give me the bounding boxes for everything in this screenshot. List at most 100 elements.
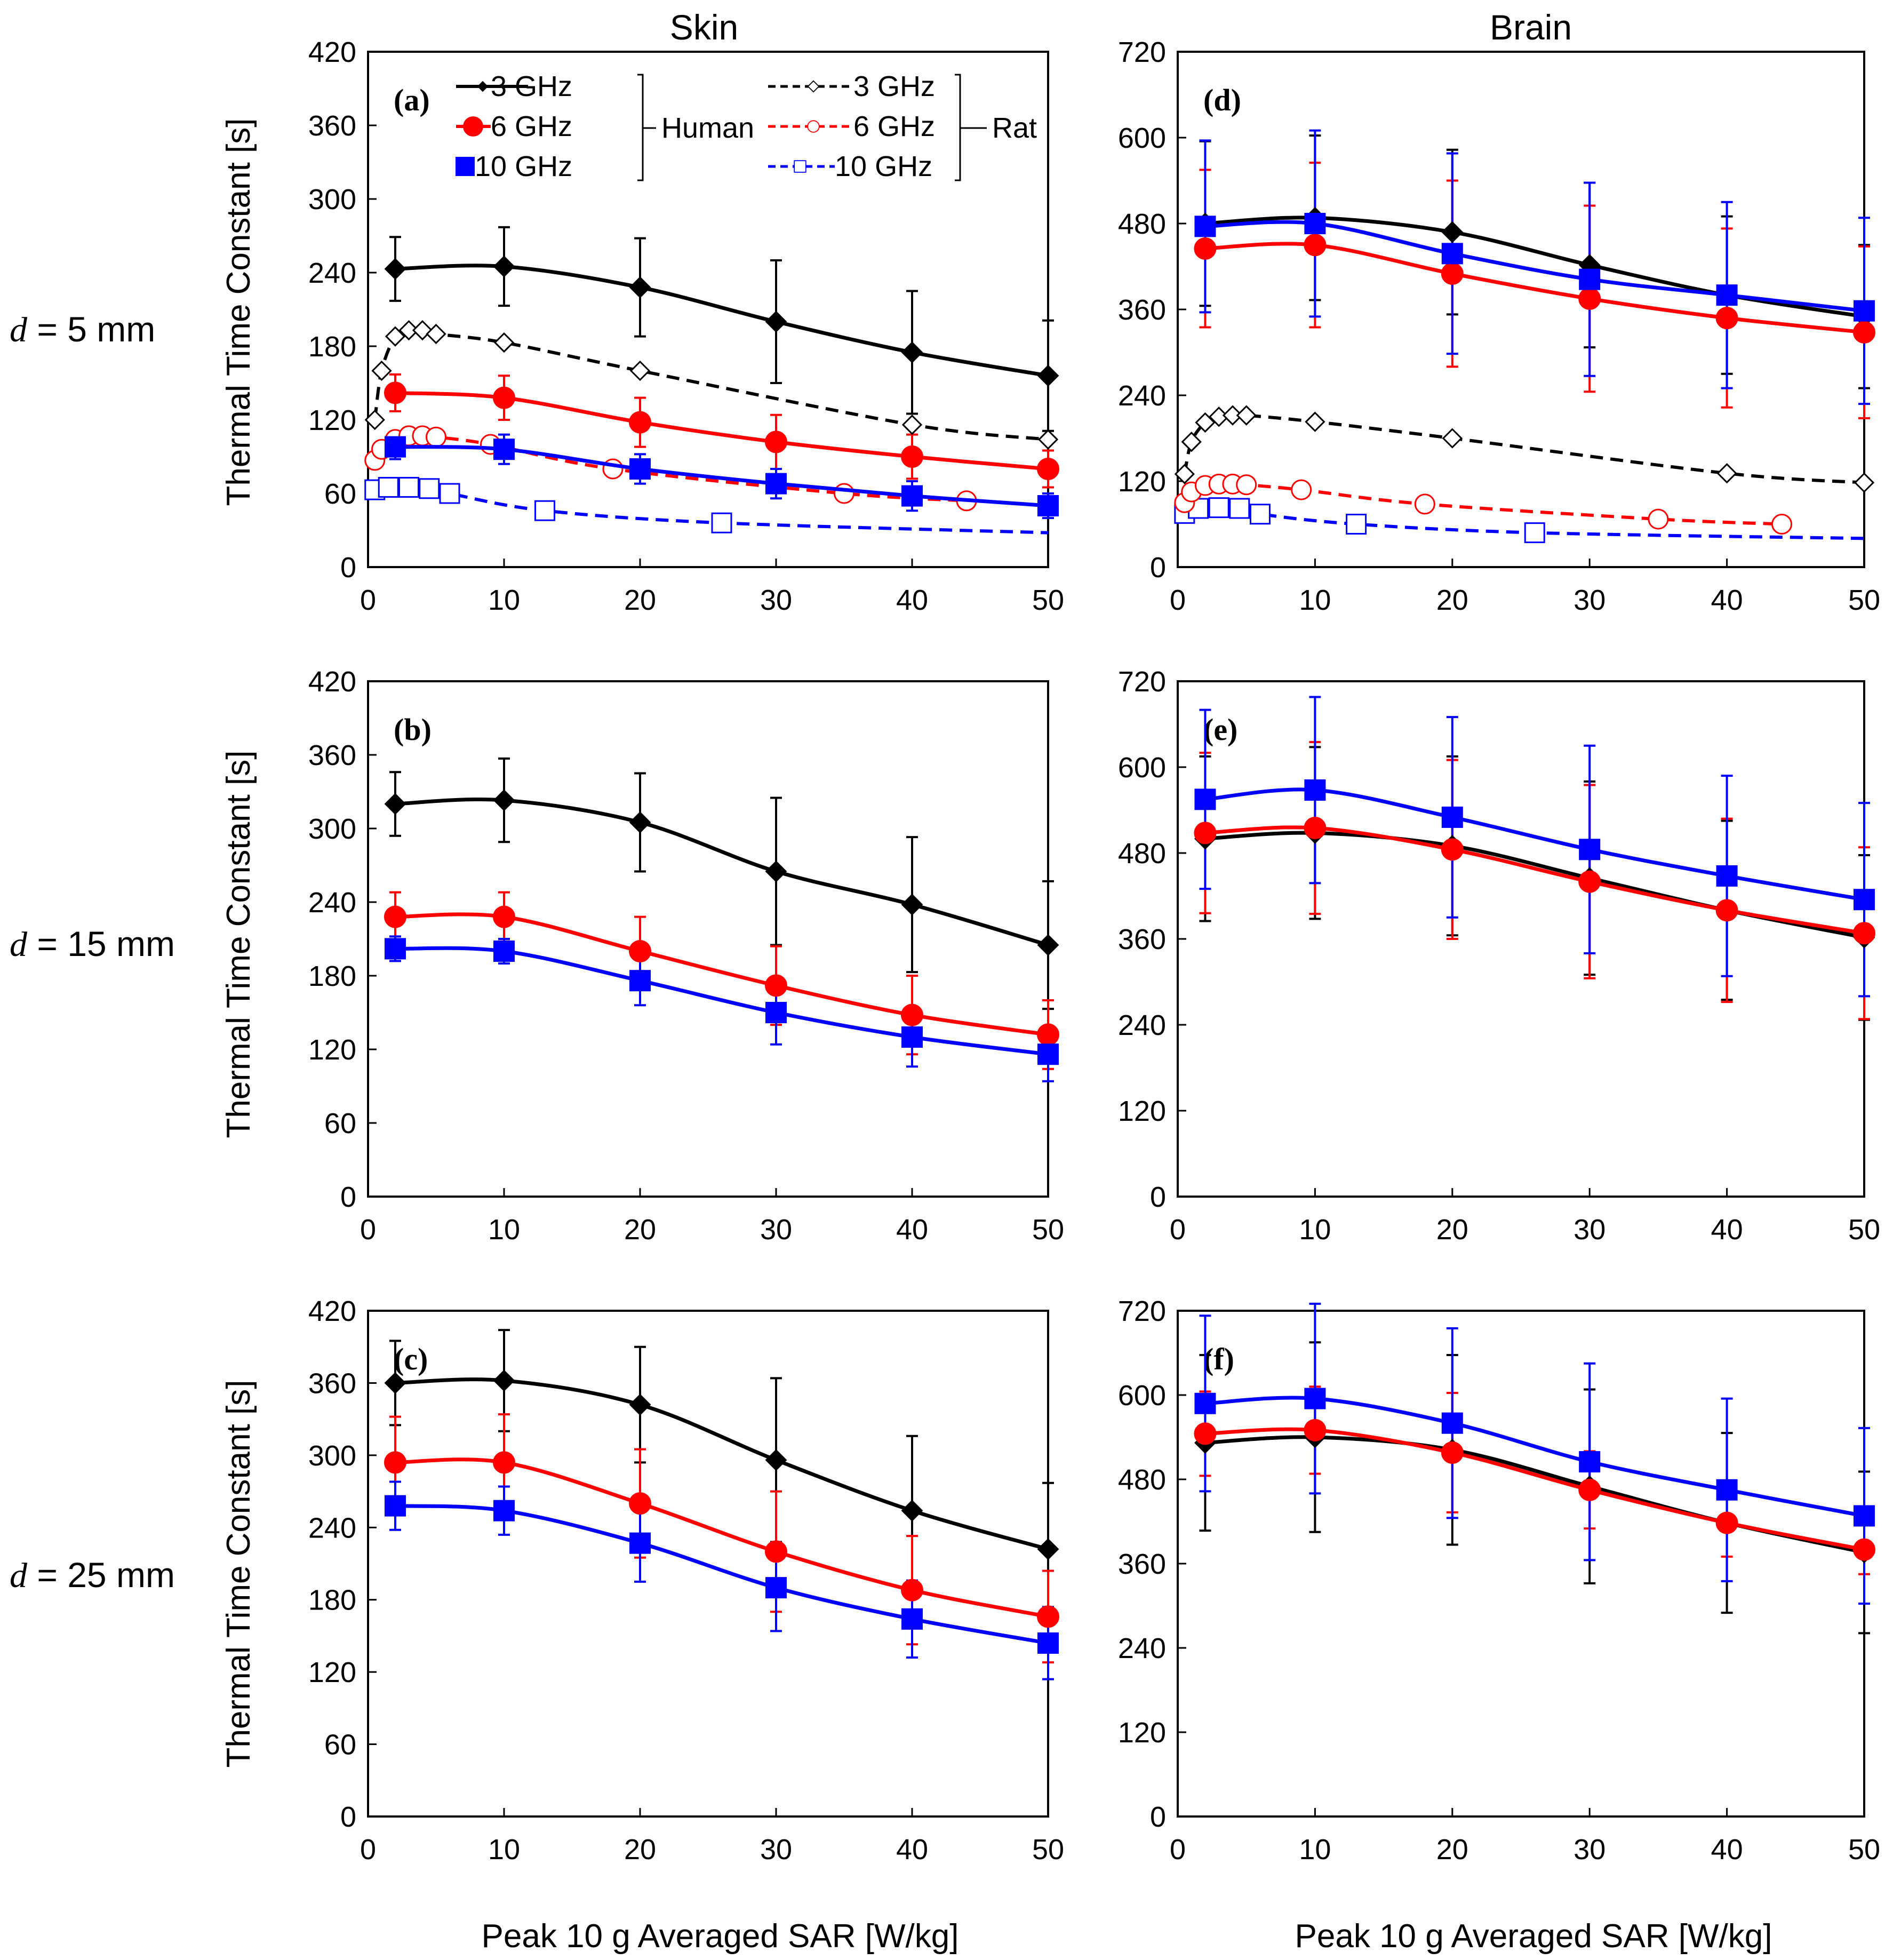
data-point-human-10-ghz bbox=[385, 1495, 406, 1517]
data-point-human-10-ghz bbox=[1037, 495, 1059, 516]
plot-frame-a bbox=[367, 51, 1049, 568]
x-tick-label: 50 bbox=[1848, 1214, 1880, 1246]
plot-frame-d bbox=[1177, 51, 1865, 568]
data-point-human-10-ghz bbox=[1854, 889, 1875, 911]
y-axis-title-row1: Thermal Time Constant [s] bbox=[220, 118, 257, 506]
plot-frame-f bbox=[1177, 1310, 1865, 1818]
data-point-human-10-ghz bbox=[629, 458, 651, 480]
y-tick-label: 480 bbox=[1118, 208, 1166, 240]
data-point-rat-6-ghz bbox=[1236, 474, 1257, 496]
data-point-human-6-ghz bbox=[765, 431, 787, 453]
plot-frame-b bbox=[367, 680, 1049, 1198]
y-tick-label: 240 bbox=[308, 887, 356, 919]
y-tick-label: 240 bbox=[1118, 380, 1166, 412]
data-point-human-6-ghz bbox=[901, 1003, 923, 1026]
data-point-rat-10-ghz bbox=[1346, 514, 1367, 535]
data-point-rat-3-ghz bbox=[1305, 411, 1325, 432]
panel-d: 0 120 240 360 480 600 720 0 10 20 30 40 50 (d) bbox=[1118, 36, 1880, 616]
data-point-human-6-ghz bbox=[1715, 899, 1738, 922]
data-point-human-10-ghz bbox=[1304, 1388, 1326, 1409]
data-point-human-10-ghz bbox=[629, 970, 651, 992]
data-point-human-10-ghz bbox=[1579, 268, 1601, 290]
data-point-rat-6-ghz bbox=[1648, 508, 1669, 530]
y-tick-label: 240 bbox=[308, 257, 356, 289]
legend-marker-shape-human-3ghz bbox=[477, 81, 489, 92]
data-point-rat-3-ghz bbox=[629, 360, 651, 381]
data-point-human-10-ghz bbox=[1716, 284, 1738, 306]
data-point-human-6-ghz bbox=[1715, 307, 1738, 330]
data-point-human-6-ghz bbox=[629, 411, 651, 434]
x-tick-label: 0 bbox=[1170, 1834, 1186, 1866]
legend-marker-shape-rat-10ghz bbox=[794, 160, 806, 173]
x-tick-label: 20 bbox=[624, 584, 656, 616]
x-axis-title-brain: Peak 10 g Averaged SAR [W/kg] bbox=[1295, 1918, 1772, 1955]
x-tick-label: 50 bbox=[1848, 1834, 1880, 1866]
y-tick-label: 480 bbox=[1118, 838, 1166, 870]
x-tick-label: 40 bbox=[896, 1214, 928, 1246]
data-point-human-3-ghz bbox=[493, 789, 515, 811]
y-tick-label: 300 bbox=[308, 813, 356, 845]
x-tick-label: 40 bbox=[1711, 1834, 1743, 1866]
series-line-rat-6-ghz bbox=[1183, 482, 1782, 526]
legend: 3 GHz 6 GHz 10 GHz Human 3 GHz 6 GHz 10 … bbox=[455, 70, 1037, 182]
data-point-human-10-ghz bbox=[493, 941, 515, 962]
data-point-human-6-ghz bbox=[1441, 1441, 1464, 1464]
x-tick-label: 30 bbox=[760, 1214, 792, 1246]
data-point-rat-3-ghz bbox=[1037, 429, 1059, 450]
panel-a: 0 60 120 180 240 300 360 420 0 10 20 30 40 50 (a) bbox=[308, 36, 1064, 616]
data-point-human-6-ghz bbox=[384, 381, 406, 404]
panel-label-f: (f) bbox=[1203, 1342, 1234, 1376]
series-line-human-3-ghz bbox=[395, 797, 1049, 947]
column-title-skin: Skin bbox=[670, 7, 738, 47]
x-tick-label: 0 bbox=[1170, 1214, 1186, 1246]
data-point-human-3-ghz bbox=[493, 1369, 515, 1392]
data-point-rat-3-ghz bbox=[493, 332, 515, 353]
y-tick-label: 360 bbox=[308, 1367, 356, 1399]
legend-rat-3ghz-label: 3 GHz bbox=[853, 70, 935, 102]
data-point-human-3-ghz bbox=[765, 310, 787, 333]
series-line-human-10-ghz bbox=[395, 1504, 1049, 1645]
data-point-human-6-ghz bbox=[765, 1540, 787, 1563]
x-tick-label: 10 bbox=[488, 584, 520, 616]
x-tick-label: 20 bbox=[1436, 584, 1468, 616]
data-point-human-10-ghz bbox=[1194, 788, 1216, 810]
series-line-human-6-ghz bbox=[395, 1457, 1049, 1619]
data-point-human-6-ghz bbox=[765, 974, 787, 997]
row-label-5mm: d = 5 mm bbox=[10, 309, 155, 349]
legend-bracket-human bbox=[637, 74, 656, 181]
data-point-human-10-ghz bbox=[1194, 1392, 1216, 1414]
y-tick-label: 120 bbox=[1118, 1095, 1166, 1127]
x-tick-label: 0 bbox=[360, 584, 376, 616]
data-point-human-10-ghz bbox=[901, 1026, 923, 1048]
x-tick-label: 50 bbox=[1032, 1834, 1064, 1866]
data-point-human-10-ghz bbox=[765, 1577, 787, 1599]
data-point-human-6-ghz bbox=[1578, 870, 1601, 893]
data-point-human-3-ghz bbox=[384, 793, 406, 815]
data-point-rat-10-ghz bbox=[1249, 504, 1271, 525]
data-point-rat-10-ghz bbox=[439, 483, 460, 504]
y-tick-label: 240 bbox=[308, 1512, 356, 1544]
data-point-rat-3-ghz bbox=[1854, 472, 1875, 493]
y-tick-label: 180 bbox=[308, 1584, 356, 1616]
x-tick-label: 30 bbox=[1573, 1834, 1606, 1866]
y-tick-label: 720 bbox=[1118, 1295, 1166, 1327]
y-tick-label: 0 bbox=[340, 1181, 356, 1213]
legend-human-6ghz-label: 6 GHz bbox=[491, 110, 572, 142]
data-point-human-6-ghz bbox=[1304, 234, 1327, 257]
data-point-human-6-ghz bbox=[493, 905, 515, 928]
x-tick-label: 40 bbox=[896, 1834, 928, 1866]
x-tick-label: 10 bbox=[488, 1834, 520, 1866]
x-tick-label: 30 bbox=[760, 1834, 792, 1866]
data-point-human-10-ghz bbox=[765, 1002, 787, 1023]
legend-marker-human-3ghz bbox=[477, 81, 489, 92]
data-point-human-10-ghz bbox=[1716, 1479, 1738, 1501]
data-point-human-6-ghz bbox=[1441, 838, 1464, 861]
legend-marker-rat-6ghz bbox=[807, 120, 820, 133]
data-point-rat-3-ghz bbox=[385, 326, 406, 347]
x-tick-label: 40 bbox=[896, 584, 928, 616]
legend-rat-6ghz-label: 6 GHz bbox=[853, 110, 935, 142]
data-point-human-3-ghz bbox=[1441, 221, 1464, 243]
